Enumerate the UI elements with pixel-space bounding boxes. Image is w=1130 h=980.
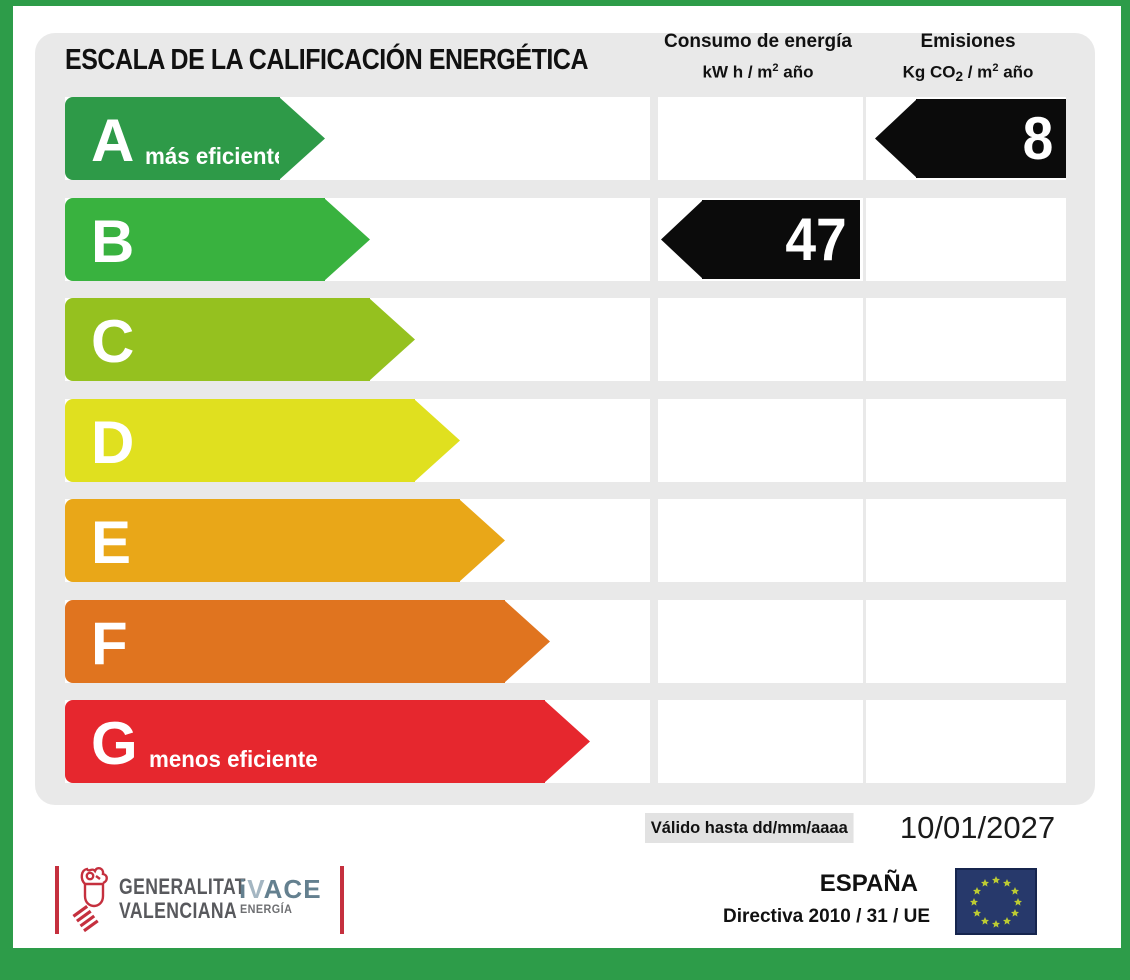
consumo-cell [658,700,863,783]
frame-border-bottom [0,948,1130,980]
valid-until-label: Válido hasta dd/mm/aaaa [645,813,854,843]
rating-letter: C [91,307,135,375]
scale-row-a: 8 A más eficiente [0,97,1130,180]
emisiones-header-unit: Kg CO2 / m2 año [902,62,1034,85]
country-block: ESPAÑA Directiva 2010 / 31 / UE [630,870,930,928]
consumo-cell [658,97,863,180]
rating-arrow-tip [459,499,505,582]
rating-arrow: E [65,499,505,582]
emisiones-cell [866,700,1066,783]
logo-divider-right [340,866,344,934]
emisiones-value: 8 [1022,104,1053,172]
scale-row-f: F [0,600,1130,683]
rating-arrow-tip [504,600,550,683]
consumo-value: 47 [785,205,847,273]
ivace-logo: iVACE [239,874,322,904]
valid-until-date: 10/01/2027 [899,810,1056,845]
generalitat-line2: VALENCIANA [119,898,238,923]
consumo-column-header: Consumo de energía kW h / m2 año [648,31,868,83]
rating-arrow: B [65,198,370,281]
rating-note: menos eficiente [148,746,318,772]
emisiones-column-header: Emisiones Kg CO2 / m2 año [868,31,1068,84]
rating-note: más eficiente [145,143,287,169]
rating-arrow-tip [414,399,460,482]
emisiones-cell: 8 [866,97,1066,180]
rating-arrow-tip [544,700,590,783]
rating-letter: D [91,408,135,476]
eu-flag-icon [955,868,1037,935]
consumo-header-title: Consumo de energía [664,31,852,52]
generalitat-crest-icon [72,866,108,933]
scale-row-d: D [0,399,1130,482]
ivace-energia-label: ENERGÍA [240,902,293,916]
consumo-cell [658,499,863,582]
emisiones-cell [866,600,1066,683]
rating-arrow: F [65,600,550,683]
consumo-cell [658,298,863,381]
consumo-header-unit: kW h / m2 año [702,62,814,82]
logo-divider-left [55,866,59,934]
emisiones-cell [866,198,1066,281]
rating-arrow: D [65,399,460,482]
scale-row-g: G menos eficiente [0,700,1130,783]
directive-label: Directiva 2010 / 31 / UE [722,906,930,927]
consumo-value-arrow: 47 [661,200,860,279]
rating-arrow-tip [279,97,325,180]
generalitat-line1: GENERALITAT [119,874,246,899]
frame-border-top [0,0,1130,6]
generalitat-valenciana-logo: GENERALITAT VALENCIANA [119,875,246,923]
emisiones-value-arrow: 8 [875,99,1066,178]
rating-arrow-tip [369,298,415,381]
scale-row-c: C [0,298,1130,381]
page-title: ESCALA DE LA CALIFICACIÓN ENERGÉTICA [65,44,589,76]
emisiones-header-title: Emisiones [920,31,1016,52]
rating-letter: G [91,709,138,777]
value-arrow-tip [875,99,917,178]
rating-letter: F [91,609,128,677]
value-arrow-tip [661,200,703,279]
frame-border-left [0,0,13,980]
rating-arrow-tip [324,198,370,281]
consumo-cell: 47 [658,198,863,281]
rating-arrow: A más eficiente [65,97,325,180]
consumo-cell [658,600,863,683]
rating-letter: A [91,106,135,174]
frame-border-right [1121,0,1130,980]
scale-row-e: E [0,499,1130,582]
consumo-cell [658,399,863,482]
rating-arrow: G menos eficiente [65,700,590,783]
rating-letter: B [91,207,135,275]
scale-row-b: 47 B [0,198,1130,281]
emisiones-cell [866,499,1066,582]
emisiones-cell [866,298,1066,381]
rating-arrow: C [65,298,415,381]
emisiones-cell [866,399,1066,482]
country-label: ESPAÑA [819,870,918,897]
rating-letter: E [91,508,132,576]
